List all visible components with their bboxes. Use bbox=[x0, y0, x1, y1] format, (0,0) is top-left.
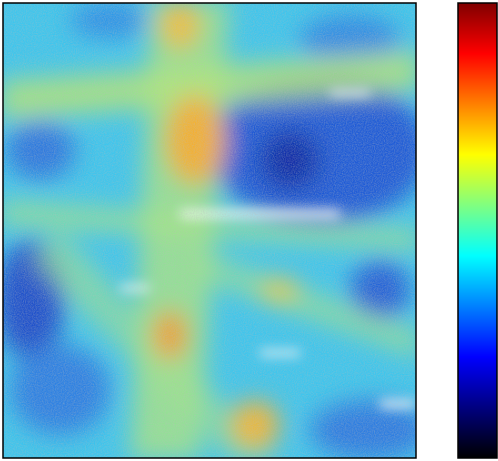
colorbar bbox=[457, 2, 498, 459]
map-frame bbox=[2, 2, 417, 459]
heatmap bbox=[3, 3, 416, 458]
